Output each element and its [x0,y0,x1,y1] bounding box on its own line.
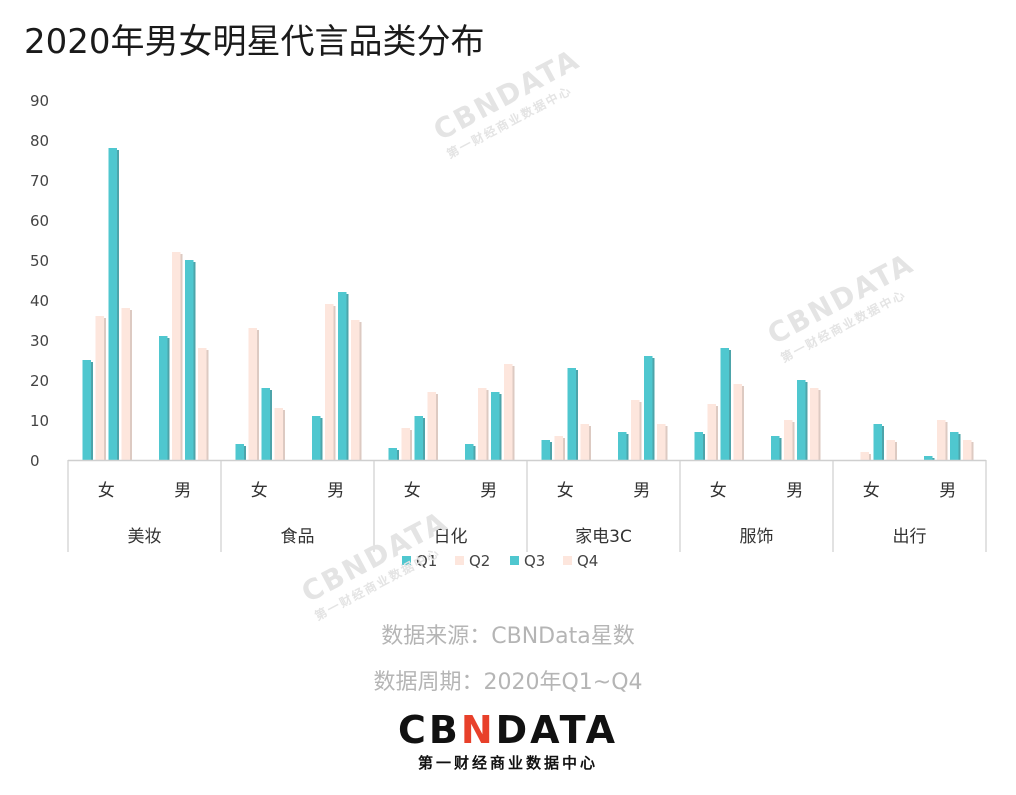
bar [274,408,283,460]
bar [235,444,244,460]
page-title: 2020年男女明星代言品类分布 [24,22,485,62]
brand-logo: CBNDATA [397,708,619,752]
bar [261,388,270,460]
group-label: 食品 [281,527,315,547]
x-tick-label: 女 [863,481,880,501]
bar [401,428,410,460]
x-tick-label: 女 [98,481,115,501]
bar [707,404,716,460]
legend-label: Q3 [524,552,545,570]
data-period-text: 数据周期：2020年Q1~Q4 [373,670,643,695]
bar [886,440,895,460]
y-tick-label: 10 [30,412,49,430]
group-label: 服饰 [740,527,774,547]
bar [388,448,397,460]
legend-swatch [402,556,411,565]
x-tick-label: 男 [786,481,803,501]
bar [159,336,168,460]
bar [644,356,653,460]
x-tick-label: 男 [174,481,191,501]
y-tick-label: 30 [30,332,49,350]
bar [172,252,181,460]
bar [82,360,91,460]
bar [950,432,959,460]
legend-label: Q2 [469,552,490,570]
group-label: 美妆 [128,527,162,547]
legend-swatch [455,556,464,565]
x-tick-label: 男 [633,481,650,501]
bar [541,440,550,460]
bar [248,328,257,460]
bar [554,436,563,460]
bar [312,416,321,460]
bar [797,380,806,460]
x-tick-label: 女 [557,481,574,501]
bar [325,304,334,460]
x-tick-label: 男 [939,481,956,501]
y-tick-label: 40 [30,292,49,310]
y-tick-label: 0 [30,452,40,470]
bar [580,424,589,460]
bar [491,392,500,460]
bar [631,400,640,460]
bar [873,424,882,460]
y-tick-label: 60 [30,212,49,230]
bar [121,308,130,460]
group-label: 日化 [434,527,468,547]
bar [657,424,666,460]
bar [963,440,972,460]
bar [108,148,117,460]
legend-label: Q4 [577,552,598,570]
bar [95,316,104,460]
brand-subtitle: 第一财经商业数据中心 [417,754,598,772]
bar [720,348,729,460]
legend-label: Q1 [416,552,437,570]
bar [504,364,513,460]
y-tick-label: 70 [30,172,49,190]
bar [567,368,576,460]
y-tick-label: 90 [30,92,49,110]
bar [465,444,474,460]
bar [810,388,819,460]
bar [185,260,194,460]
y-tick-label: 20 [30,372,49,390]
legend-swatch [510,556,519,565]
data-source-text: 数据来源：CBNData星数 [381,624,635,649]
x-tick-label: 女 [710,481,727,501]
bar [427,392,436,460]
bar [694,432,703,460]
x-tick-label: 男 [480,481,497,501]
bar [198,348,207,460]
chart: 0 10 20 30 40 50 60 70 80 90 女 男 女 男 女 男 女 男 女 男 女 男美妆 食品 日化 家电3… [30,92,987,570]
y-tick-label: 80 [30,132,49,150]
legend-swatch [563,556,572,565]
bar [338,292,347,460]
bar [478,388,487,460]
bar [937,420,946,460]
bar [414,416,423,460]
bar-chart: 0 10 20 30 40 50 60 70 80 90 女 男 女 男 女 男 女 男 女 男 女 男美妆 食品 日化 家电3… [30,92,987,570]
group-label: 家电3C [575,527,632,547]
bar [860,452,869,460]
bar [351,320,360,460]
bar [784,420,793,460]
x-tick-label: 男 [327,481,344,501]
y-tick-label: 50 [30,252,49,270]
bar [924,456,933,460]
bar [733,384,742,460]
x-tick-label: 女 [251,481,268,501]
bar [618,432,627,460]
x-tick-label: 女 [404,481,421,501]
bar [771,436,780,460]
group-label: 出行 [893,527,927,547]
